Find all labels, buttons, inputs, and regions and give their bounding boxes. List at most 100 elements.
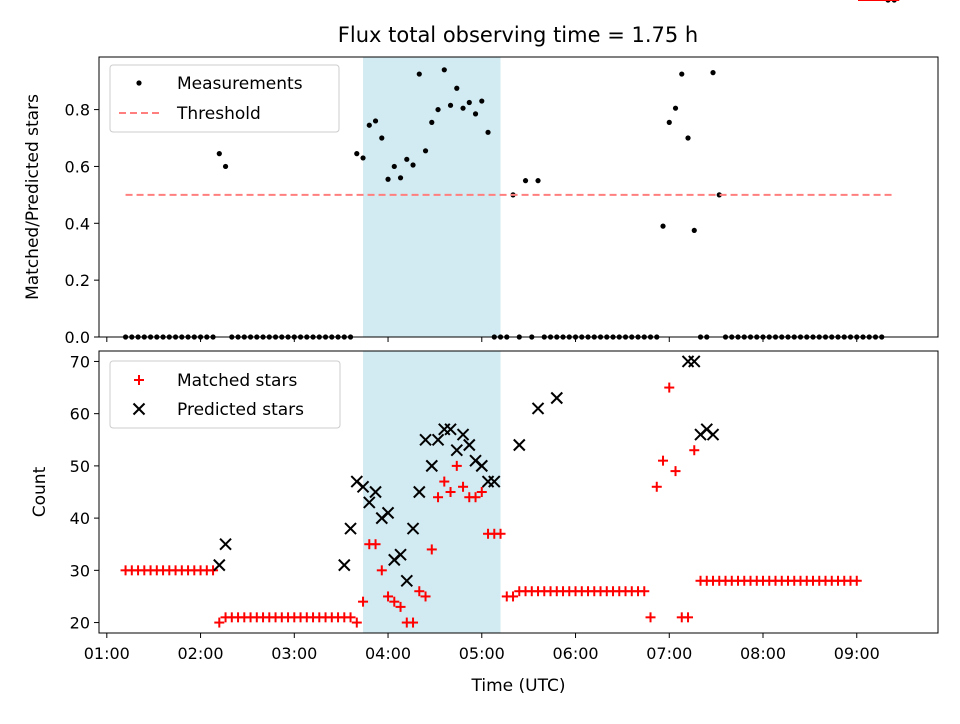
bottom-panel-frame: [98, 350, 939, 634]
measurement-point: [354, 151, 360, 157]
matched-stars-points: [120, 0, 900, 628]
predicted-star-point: [550, 391, 563, 405]
predicted-star-point: [381, 506, 395, 520]
y-bottom-tick-label: 30: [70, 561, 90, 580]
predicted-star-point: [344, 522, 357, 535]
legend-measurements-label: Measurements: [177, 74, 303, 94]
measurement-point: [485, 129, 491, 135]
x-ticks-bottom: 01:00 02:00 03:00 04:00 05:00 06:00 07:00 08:00…: [84, 633, 880, 663]
x-tick-label: 08:00: [740, 644, 786, 663]
legend-top-box: [109, 64, 340, 133]
chart-title: Flux total observing time = 1.75 h: [338, 23, 698, 47]
predicted-star-point: [406, 522, 420, 535]
predicted-star-point: [338, 558, 351, 572]
measurement-point: [222, 163, 229, 170]
legend-predicted-marker: [132, 402, 146, 416]
y-top-tick-label: 0.2: [65, 271, 90, 290]
measurement-point: [360, 155, 366, 161]
y-bottom-tick-label: 60: [70, 405, 90, 424]
y-ticks-bottom: 20 30 40 50 60 70: [70, 352, 99, 633]
measurement-point: [435, 106, 441, 113]
legend-matched-marker: [134, 375, 144, 385]
measurement-point: [535, 178, 541, 184]
measurement-point: [522, 178, 529, 184]
x-tick-label: 07:00: [646, 644, 692, 663]
measurement-point: [679, 71, 685, 77]
legend-measurements-marker: [136, 80, 142, 86]
predicted-star-point: [531, 402, 545, 415]
x-tick-label: 09:00: [834, 644, 880, 663]
measurement-point: [372, 118, 379, 124]
x-tick-label: 02:00: [178, 644, 224, 663]
predicted-star-point: [463, 438, 476, 452]
legend-bottom-box: [109, 360, 341, 429]
predicted-star-point: [419, 433, 432, 446]
top-panel-frame: [98, 56, 939, 338]
predicted-star-point: [356, 480, 370, 493]
measurement-point: [216, 151, 222, 157]
predicted-stars-points: [213, 355, 720, 587]
measurement-point: [410, 162, 416, 168]
measurement-point: [385, 176, 391, 182]
y-top-tick-label: 0.4: [65, 214, 90, 233]
predicted-star-point: [350, 475, 364, 488]
y-axis-label-bottom: Count: [30, 466, 50, 517]
measurement-point: [716, 192, 722, 198]
measurement-point: [472, 111, 479, 117]
measurement-point: [416, 71, 422, 77]
measurement-point: [691, 227, 697, 234]
measurement-point: [397, 175, 404, 181]
y-top-tick-label: 0.6: [65, 157, 90, 176]
predicted-star-point: [213, 558, 226, 572]
x-tick-label: 03:00: [271, 644, 317, 663]
measurement-point: [710, 70, 716, 76]
measurement-point: [441, 67, 447, 73]
measurement-point: [660, 223, 666, 229]
predicted-star-point: [444, 423, 457, 436]
predicted-star-point: [688, 355, 701, 368]
legend-matched-label: Matched stars: [177, 371, 297, 391]
y-ticks-top: 0.0 0.2 0.4 0.6 0.8: [65, 101, 99, 347]
measurement-point: [672, 105, 679, 111]
predicted-star-point: [400, 574, 413, 587]
x-tick-label: 06:00: [552, 644, 598, 663]
predicted-star-point: [475, 459, 488, 473]
predicted-star-point: [413, 485, 426, 499]
predicted-star-point: [469, 454, 482, 467]
predicted-star-point: [513, 438, 526, 452]
predicted-star-point: [700, 423, 713, 436]
x-ticks-top: [106, 337, 858, 342]
x-tick-label: 04:00: [365, 644, 411, 663]
measurement-points: [122, 0, 897, 340]
predicted-star-point: [394, 548, 407, 561]
measurement-point: [447, 102, 454, 108]
y-bottom-tick-label: 50: [70, 457, 90, 476]
predicted-star-point: [431, 433, 445, 446]
legend-threshold-label: Threshold: [176, 104, 261, 124]
x-tick-label: 05:00: [459, 644, 505, 663]
top-panel: 0.00.20.40.60.8 Matched/Predicted stars …: [23, 0, 939, 347]
measurement-point: [460, 105, 466, 111]
measurement-point: [466, 99, 472, 106]
predicted-star-point: [706, 428, 720, 441]
x-axis-label: Time (UTC): [471, 676, 566, 696]
measurement-point: [379, 135, 385, 141]
observing-band-top: [363, 57, 501, 337]
measurement-point: [666, 119, 672, 125]
measurement-point: [391, 163, 397, 170]
measurement-point: [429, 119, 435, 125]
measurement-point: [422, 148, 429, 154]
measurement-point: [454, 85, 460, 91]
y-top-tick-label: 0.0: [65, 328, 90, 347]
predicted-star-point: [425, 459, 438, 473]
legend-bottom: Matched stars Predicted stars: [109, 360, 341, 429]
measurement-point: [685, 135, 691, 141]
predicted-star-point: [219, 538, 232, 551]
predicted-star-point: [488, 475, 501, 488]
measurement-point: [366, 122, 372, 128]
y-bottom-tick-label: 70: [70, 352, 90, 371]
predicted-star-point: [363, 496, 376, 509]
predicted-star-point: [456, 428, 470, 441]
y-bottom-tick-label: 20: [70, 614, 90, 633]
